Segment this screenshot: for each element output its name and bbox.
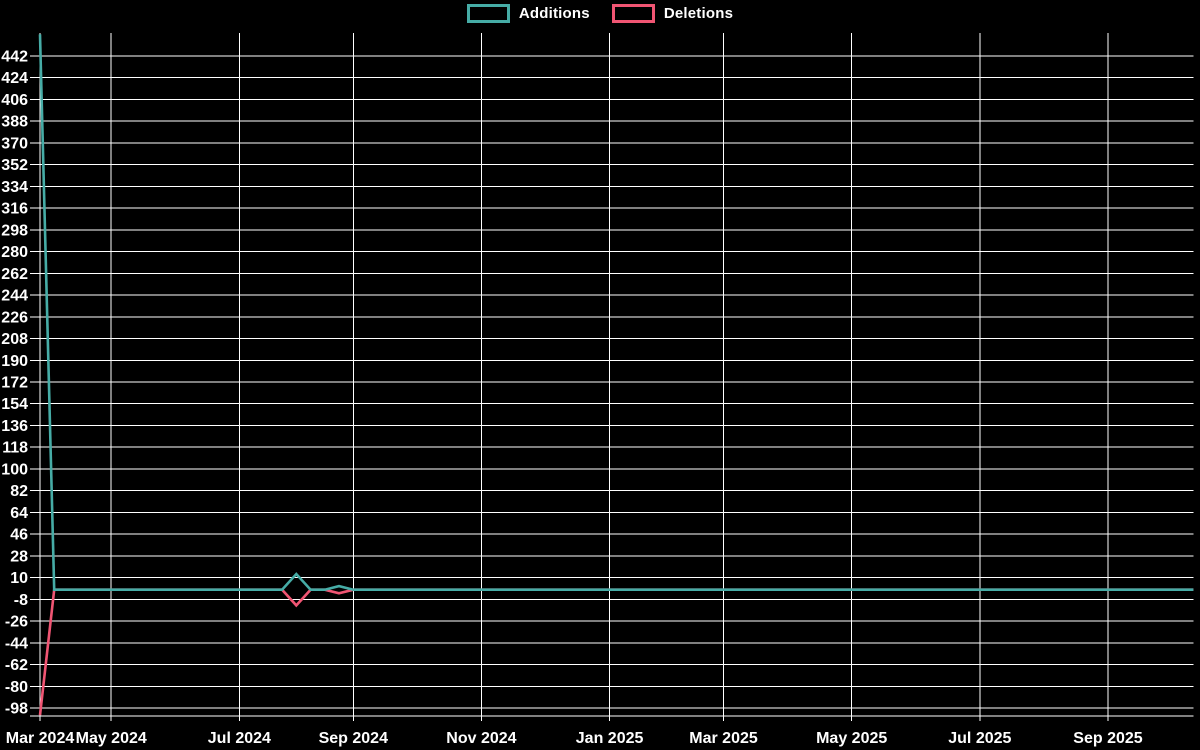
y-tick-label: 10 <box>10 570 28 587</box>
y-tick-label: 208 <box>1 331 28 348</box>
y-tick-label: 64 <box>10 505 28 522</box>
y-tick-label: 334 <box>1 179 28 196</box>
chart-legend: Additions Deletions <box>0 4 1200 23</box>
x-tick-label: Jul 2025 <box>948 730 1011 747</box>
y-tick-label: 28 <box>10 548 28 565</box>
y-tick-label: -44 <box>5 635 28 652</box>
y-tick-label: 352 <box>1 157 28 174</box>
deletions-line <box>38 588 1194 716</box>
y-tick-label: 244 <box>1 288 28 305</box>
y-tick-label: 100 <box>1 461 28 478</box>
y-tick-label: 442 <box>1 49 28 66</box>
y-tick-label: 370 <box>1 135 28 152</box>
additions-swatch-icon <box>466 4 510 23</box>
y-tick-label: 226 <box>1 309 28 326</box>
legend-item-additions[interactable]: Additions <box>466 4 590 23</box>
x-tick-label: Jul 2024 <box>208 730 271 747</box>
y-tick-label: 82 <box>10 483 28 500</box>
deletions-swatch-icon <box>611 4 655 23</box>
gridlines <box>30 33 1194 721</box>
additions-line <box>38 34 1194 592</box>
y-tick-label: -80 <box>5 679 28 696</box>
y-tick-label: 424 <box>1 70 28 87</box>
y-tick-label: 172 <box>1 375 28 392</box>
x-tick-label: Jan 2025 <box>576 730 644 747</box>
y-tick-label: 136 <box>1 418 28 435</box>
y-tick-label: 406 <box>1 92 28 109</box>
y-tick-label: 316 <box>1 201 28 218</box>
y-tick-label: 280 <box>1 244 28 261</box>
y-tick-label: 118 <box>2 440 28 457</box>
y-tick-label: 190 <box>1 353 28 370</box>
y-tick-label: -62 <box>5 657 28 674</box>
x-tick-label: Sep 2025 <box>1073 730 1142 747</box>
y-tick-label: -8 <box>14 592 28 609</box>
y-tick-label: 388 <box>1 114 28 131</box>
x-tick-label: May 2025 <box>816 730 887 747</box>
series-lines <box>38 34 1194 716</box>
x-tick-label: Mar 2025 <box>689 730 758 747</box>
axis-labels: 442 424 406 388 370 352 334 316 298 280 262 244 226 2… <box>1 49 1142 748</box>
legend-item-deletions[interactable]: Deletions <box>611 4 734 23</box>
y-tick-label: 154 <box>1 396 28 413</box>
legend-label-deletions: Deletions <box>663 5 734 22</box>
x-tick-label: Mar 2024 <box>6 730 75 747</box>
legend-label-additions: Additions <box>518 5 590 22</box>
y-tick-label: 298 <box>1 222 28 239</box>
x-tick-label: May 2024 <box>76 730 147 747</box>
y-tick-label: -98 <box>5 701 28 718</box>
y-tick-label: 46 <box>10 527 28 544</box>
x-tick-label: Sep 2024 <box>319 730 388 747</box>
x-tick-label: Nov 2024 <box>446 730 516 747</box>
y-tick-label: 262 <box>1 266 28 283</box>
y-tick-label: -26 <box>5 614 28 631</box>
